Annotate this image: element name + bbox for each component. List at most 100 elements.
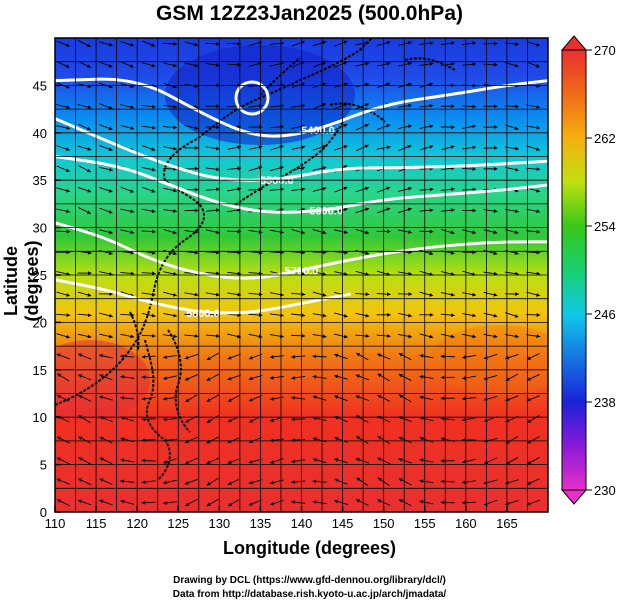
colorbar-bottom-arrow [560,489,588,505]
wind-vector-head [291,459,296,464]
wind-vector-head [343,207,348,212]
wind-vector-head [387,312,391,317]
wind-vector-head [184,481,189,485]
wind-vector-head [526,481,531,485]
x-tick-label: 165 [496,516,518,531]
wind-vector-head [312,479,317,484]
wind-vector-head [398,457,403,462]
wind-vector-head [130,209,135,214]
wind-vector-head [152,229,156,234]
wind-vector-head [291,354,295,359]
wind-vector-head [194,166,199,171]
wind-vector-head [194,334,199,338]
wind-vector-head [429,103,434,108]
wind-vector-head [483,418,488,423]
wind-vector-head [493,313,498,318]
wind-vector-head [536,125,541,130]
wind-vector-head [440,458,445,463]
wind-vector-head [270,418,274,422]
wind-vector-head [66,209,71,214]
wind-vector-head [215,63,220,67]
wind-vector-head [141,458,146,463]
wind-vector-head [151,63,156,68]
wind-vector-head [514,209,519,214]
wind-vector-head [419,395,424,400]
wind-vector-head [248,355,253,360]
wind-vector-head [535,147,540,151]
wind-vector-head [472,230,476,235]
wind-vector-head [120,499,125,504]
wind-vector-head [429,229,434,234]
wind-vector-head [462,355,467,360]
wind-vector-head [343,145,348,149]
wind-vector-head [227,376,232,381]
wind-vector-head [386,61,391,66]
wind-vector-head [334,436,339,441]
wind-vector-head [407,186,412,191]
wind-vector-head [527,460,532,465]
wind-vector-head [194,292,199,297]
wind-vector-head [515,42,519,46]
wind-vector-head [536,313,541,317]
wind-vector-head [108,63,113,68]
wind-vector-head [173,63,177,68]
wind-vector-head [334,478,339,483]
wind-vector-head [216,271,220,276]
wind-vector-head [173,125,178,130]
y-tick-label: 15 [33,363,47,378]
wind-vector-head [301,145,306,150]
wind-vector-head [429,334,434,339]
colorbar-tick-label: 262 [594,131,616,146]
wind-vector-head [440,479,445,484]
wind-vector-head [216,208,220,213]
wind-vector-head [215,167,220,172]
wind-vector-head [322,313,327,318]
wind-vector-head [419,374,424,379]
wind-vector-head [163,501,167,505]
wind-vector-head [462,500,466,505]
wind-vector-head [248,459,253,464]
y-tick-label: 5 [40,458,47,473]
wind-vector-head [237,271,242,276]
wind-vector-head [398,374,403,378]
wind-vector-head [334,353,339,358]
wind-vector-head [472,167,477,171]
wind-vector-head [301,166,306,170]
wind-vector-head [108,334,113,339]
wind-vector-head [194,146,199,150]
wind-vector-head [386,40,391,45]
wind-vector-head [163,480,168,485]
wind-vector-head [343,186,348,191]
wind-vector-head [429,41,434,46]
wind-vector-head [377,436,382,440]
warm-region-east [430,325,548,395]
wind-vector-head [514,63,519,68]
wind-vector-head [108,42,113,47]
wind-vector-head [355,395,360,399]
wind-vector-head [301,333,306,338]
wind-vector-head [151,147,156,151]
wind-vector-head [88,271,92,276]
wind-vector-head [355,374,360,378]
wind-vector-head [141,396,146,401]
wind-vector-head [78,374,83,378]
wind-vector-head [163,417,167,422]
wind-vector-head [472,208,477,213]
wind-vector-head [536,84,541,88]
wind-vector-head [440,396,445,401]
wind-vector-head [462,396,466,401]
x-tick-label: 120 [126,516,148,531]
wind-vector-head [99,478,104,482]
wind-vector-head [270,480,274,485]
wind-vector-head [120,437,125,441]
wind-vector-head [493,334,498,339]
wind-vector-head [429,208,434,213]
wind-vector-head [462,417,467,422]
wind-vector-head [450,334,455,339]
wind-vector-head [312,354,317,359]
wind-vector-head [365,61,370,66]
wind-vector-head [86,43,91,47]
wind-vector-head [462,459,467,464]
wind-vector-head [386,186,391,191]
wind-vector-head [248,480,253,485]
